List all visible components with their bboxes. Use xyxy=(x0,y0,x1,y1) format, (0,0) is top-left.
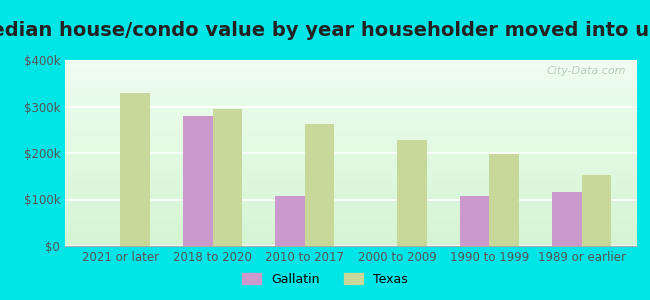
Bar xyxy=(183,116,213,246)
Text: Median house/condo value by year householder moved into unit: Median house/condo value by year househo… xyxy=(0,21,650,40)
Bar xyxy=(213,109,242,246)
Bar xyxy=(460,196,489,246)
Bar xyxy=(489,154,519,246)
Bar xyxy=(582,175,611,246)
Bar xyxy=(397,140,426,246)
Legend: Gallatin, Texas: Gallatin, Texas xyxy=(237,268,413,291)
Bar xyxy=(120,92,150,246)
Bar xyxy=(552,192,582,246)
Bar xyxy=(305,124,334,246)
Bar xyxy=(276,196,305,246)
Text: City-Data.com: City-Data.com xyxy=(546,66,625,76)
